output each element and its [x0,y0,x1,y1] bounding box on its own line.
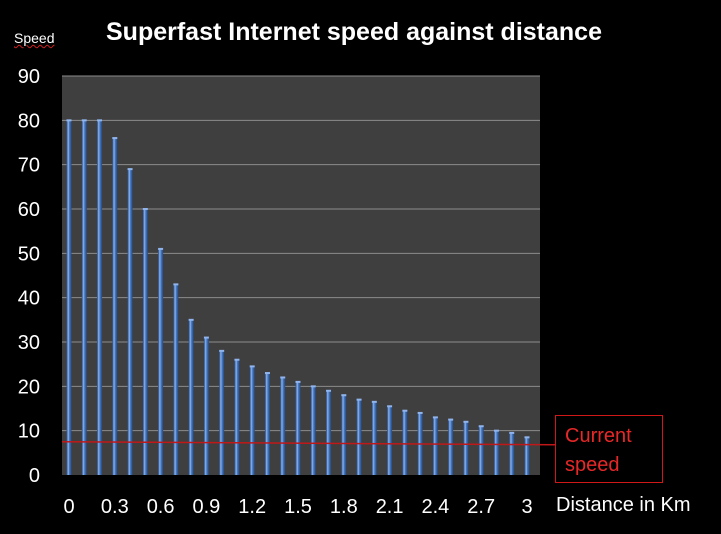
bar-cap [66,119,72,122]
y-tick-label: 0 [29,465,40,487]
bar-cap [402,409,408,412]
bar [432,417,438,475]
bar [97,120,103,475]
bar-cap [432,416,438,419]
chart-title: Superfast Internet speed against distanc… [106,18,602,46]
bar-cap [249,365,255,368]
x-tick-label: 1.5 [284,496,312,518]
x-tick-label: 1.2 [238,496,266,518]
bar-cap [280,376,286,379]
bar-cap [264,372,270,375]
bar [387,406,393,475]
y-tick-label: 80 [18,110,40,132]
bar [493,430,499,475]
bar [478,426,484,475]
x-tick-label: 0 [63,496,74,518]
bar-cap [81,119,87,122]
bar [280,377,286,475]
bar-cap [310,385,316,388]
bar [81,120,87,475]
bar-cap [463,420,469,423]
y-axis-ticks: 0 10 20 30 40 50 60 70 80 90 [18,66,40,487]
bar-cap [234,358,240,361]
bar-cap [112,137,118,140]
x-tick-label: 3 [521,496,532,518]
bar [158,248,164,475]
callout-line-1: Current [565,425,632,447]
y-tick-label: 10 [18,421,40,443]
bar-cap [173,283,179,286]
bar [524,437,530,475]
bar [295,381,301,475]
x-tick-label: 2.1 [376,496,404,518]
bar [371,401,377,475]
bar-cap [356,398,362,401]
bar [234,359,240,475]
x-tick-label: 0.9 [192,496,220,518]
bar [127,169,133,475]
x-tick-label: 2.4 [421,496,449,518]
bar-cap [219,349,225,352]
x-tick-label: 0.3 [101,496,129,518]
bar-cap [295,380,301,383]
gridlines [62,75,540,432]
x-tick-label: 0.6 [147,496,175,518]
y-tick-label: 40 [18,288,40,310]
bar-cap [326,389,332,392]
bar [326,390,332,475]
bar [173,284,179,475]
y-tick-label: 90 [18,66,40,88]
y-tick-label: 60 [18,199,40,221]
bar [264,373,270,475]
bar-cap [448,418,454,421]
y-tick-label: 70 [18,155,40,177]
bar-cap [142,208,148,210]
bar-cap [188,318,194,321]
bar-cap [97,119,103,122]
bar-cap [478,425,484,428]
x-tick-label: 2.7 [467,496,495,518]
bar [142,209,148,475]
bar [356,399,362,475]
bar [448,419,454,475]
current-speed-line [61,441,556,446]
callout-line-2: speed [565,454,620,476]
bar [203,337,209,475]
bars [66,119,530,476]
bar-cap [417,411,423,414]
bar-cap [341,394,347,397]
x-axis-ticks: 0 0.3 0.6 0.9 1.2 1.5 1.8 2.1 2.4 2.7 3 [63,496,532,518]
bar [112,138,118,476]
x-tick-label: 1.8 [330,496,358,518]
bar [509,432,515,475]
y-tick-label: 30 [18,332,40,354]
bar-cap [387,405,393,408]
bar-cap [371,400,377,403]
y-tick-label: 50 [18,243,40,265]
plot-area [62,76,540,475]
bar-cap [158,247,164,250]
bar [341,395,347,475]
bar [249,366,255,475]
bar-cap [127,168,133,171]
bar [66,120,72,475]
x-axis-label: Distance in Km [556,494,691,516]
y-axis-label: Speed [14,30,55,46]
bar-cap [203,336,209,339]
bar [402,410,408,475]
y-tick-label: 20 [18,376,40,398]
bar-cap [509,431,515,434]
bar [219,350,225,475]
bar-cap [493,429,499,432]
bar-cap [524,436,530,439]
bar [188,319,194,475]
bar [463,421,469,475]
bar [310,386,316,475]
current-speed-callout: Current speed [555,415,663,483]
